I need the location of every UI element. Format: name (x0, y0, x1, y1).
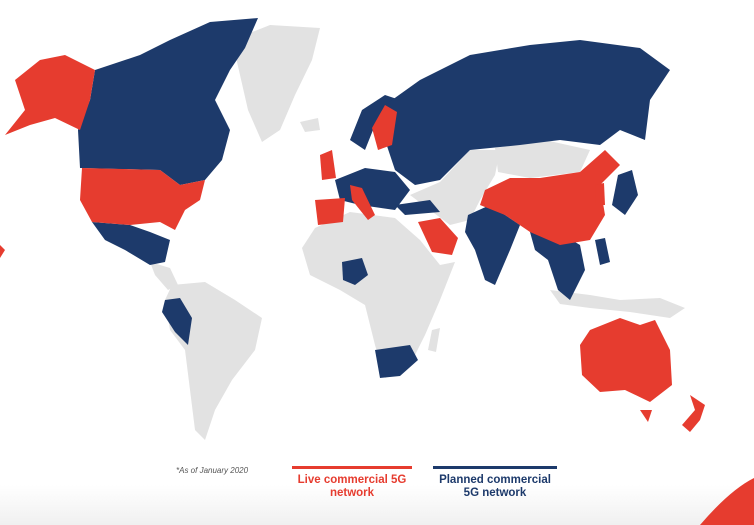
iceland (300, 118, 320, 132)
sweden-finland (372, 105, 397, 150)
southeast-asia (530, 230, 585, 300)
italy-switzerland (350, 185, 375, 220)
madagascar (428, 328, 440, 352)
mongolia (495, 140, 590, 178)
turkey (395, 200, 440, 215)
tasmania (640, 410, 652, 422)
edge-island (0, 245, 5, 258)
philippines (595, 238, 610, 265)
russia (385, 40, 670, 185)
united-kingdom (320, 150, 336, 180)
india-pakistan (465, 205, 520, 285)
indonesia (550, 290, 685, 318)
peru (162, 298, 192, 345)
legend-live-label: Live commercial 5G network (297, 474, 407, 499)
australia (580, 318, 672, 402)
legend-planned-swatch (433, 466, 557, 469)
date-note: *As of January 2020 (176, 466, 249, 475)
central-america (150, 262, 178, 290)
alaska (5, 55, 95, 135)
united-states (80, 168, 205, 230)
legend-live-swatch (292, 466, 412, 469)
south-korea (595, 183, 605, 205)
legend-planned: Planned commercial 5G network (433, 466, 557, 500)
spain (315, 198, 345, 225)
nigeria (342, 258, 368, 285)
new-zealand (682, 395, 705, 432)
greenland (232, 25, 320, 142)
canada (78, 18, 258, 185)
legend-live: Live commercial 5G network (292, 466, 412, 500)
south-africa (375, 345, 418, 378)
china (480, 150, 620, 245)
legend-planned-label: Planned commercial 5G network (439, 474, 551, 499)
africa (302, 212, 455, 378)
japan (612, 170, 638, 215)
corner-arc (700, 478, 754, 525)
mexico (92, 222, 170, 265)
bottom-fade (0, 485, 754, 525)
saudi-arabia (418, 218, 458, 255)
europe-planned (335, 168, 410, 210)
